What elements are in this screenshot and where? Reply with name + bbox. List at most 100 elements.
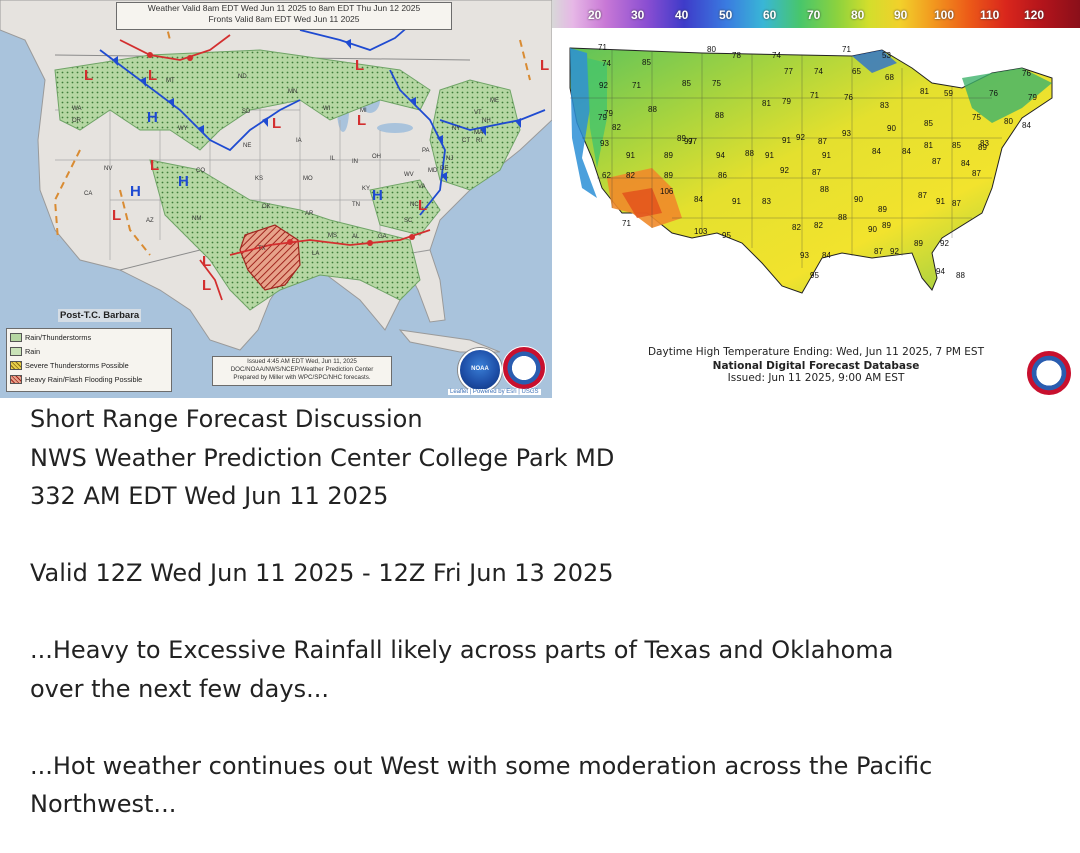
scale-tick: 100: [934, 8, 955, 22]
scale-tick: 120: [1024, 8, 1045, 22]
cold-front-2: [389, 69, 446, 216]
discussion-title: Short Range Forecast Discussion: [30, 405, 423, 433]
map-attribution[interactable]: Leaflet | Powered by Esri | USGS: [448, 389, 541, 395]
scale-tick: 50: [719, 8, 733, 22]
temperature-label: 85: [682, 79, 691, 88]
scale-tick: 90: [894, 8, 908, 22]
temperature-label: 91: [822, 151, 831, 160]
temperature-label: 94: [936, 267, 945, 276]
temperature-label: 68: [885, 73, 894, 82]
temperature-label: 76: [844, 93, 853, 102]
temperature-label: 92: [780, 166, 789, 175]
svg-text:L: L: [148, 67, 157, 84]
svg-text:DE: DE: [440, 166, 448, 172]
svg-text:L: L: [202, 253, 211, 270]
svg-text:NY: NY: [452, 126, 460, 132]
temperature-label: 106: [660, 187, 674, 196]
svg-text:L: L: [112, 207, 121, 224]
temperature-label: 91: [936, 197, 945, 206]
discussion-valid: Valid 12Z Wed Jun 11 2025 - 12Z Fri Jun …: [30, 559, 614, 587]
temperature-label: 91: [765, 151, 774, 160]
temperature-label: 84: [902, 147, 911, 156]
temperature-label: 81: [762, 99, 771, 108]
svg-text:NV: NV: [104, 166, 112, 172]
svg-text:WA: WA: [72, 106, 81, 112]
svg-text:CT: CT: [462, 138, 470, 144]
ndfd-caption: Daytime High Temperature Ending: Wed, Ju…: [552, 346, 1080, 384]
temperature-label: 76: [989, 89, 998, 98]
temperature-label: 59: [944, 89, 953, 98]
scale-tick: 40: [675, 8, 689, 22]
discussion-time: 332 AM EDT Wed Jun 11 2025: [30, 482, 389, 510]
svg-text:L: L: [540, 57, 549, 74]
temperature-label: 92: [796, 133, 805, 142]
temperature-label: 88: [956, 271, 965, 280]
temperature-label: 83: [880, 101, 889, 110]
legend-swatch-rain-thunder: [10, 332, 22, 342]
temperature-label: 74: [772, 51, 781, 60]
svg-text:ME: ME: [490, 98, 499, 104]
temperature-label: 90: [868, 225, 877, 234]
svg-text:SD: SD: [242, 109, 251, 115]
temperature-label: 71: [842, 45, 851, 54]
noaa-logo-icon: NOAA: [458, 348, 502, 392]
svg-text:AZ: AZ: [146, 218, 154, 224]
flash-flood-area: [239, 224, 301, 291]
discussion-office: NWS Weather Prediction Center College Pa…: [30, 443, 615, 472]
temperature-label: 81: [920, 87, 929, 96]
cold-front-1: [99, 49, 301, 152]
forecast-discussion: Short Range Forecast Discussion NWS Weat…: [30, 400, 1060, 824]
svg-text:VT: VT: [474, 110, 482, 116]
headline-heat-1: ...Hot weather continues out West with s…: [30, 751, 933, 780]
svg-text:WY: WY: [178, 126, 188, 132]
svg-text:MA: MA: [474, 130, 483, 136]
temperature-label: 91: [732, 197, 741, 206]
temperature-label: 103: [694, 227, 708, 236]
temperature-label: 87: [952, 199, 961, 208]
valid-time-line2: Fronts Valid 8am EDT Wed Jun 11 2025: [208, 14, 360, 24]
svg-text:NM: NM: [192, 216, 201, 222]
temperature-label: 87: [818, 137, 827, 146]
temperature-label: 88: [820, 185, 829, 194]
temperature-label: 82: [626, 171, 635, 180]
post-storm-label: Post-T.C. Barbara: [58, 309, 142, 322]
temperature-label: 82: [814, 221, 823, 230]
svg-text:OK: OK: [262, 204, 271, 210]
svg-text:RI: RI: [476, 138, 482, 144]
scale-tick: 30: [631, 8, 645, 22]
temperature-label: 80: [707, 45, 716, 54]
legend-item: Rain/Thunderstorms: [7, 331, 171, 343]
headline-rain-2: over the next few days...: [30, 674, 329, 703]
forecast-map-canvas: L L H L L L L H H H L L L L L WA OR CA N…: [0, 0, 552, 353]
legend-swatch-severe: [10, 360, 22, 370]
temperature-label: 84: [1022, 121, 1031, 130]
temperature-label: 87: [972, 169, 981, 178]
temperature-label: 87: [812, 168, 821, 177]
svg-text:L: L: [355, 57, 364, 74]
temperature-label: 89: [664, 171, 673, 180]
caption-issued: Issued: Jun 11 2025, 9:00 AM EST: [727, 372, 905, 384]
temperature-label: 80: [1004, 117, 1013, 126]
temperature-label: 84: [694, 195, 703, 204]
temperature-label: 89: [664, 151, 673, 160]
scale-tick: 20: [588, 8, 602, 22]
temperature-label: 74: [602, 59, 611, 68]
temperature-label: 84: [961, 159, 970, 168]
temperature-label: 97: [688, 137, 697, 146]
temperature-label: 78: [732, 51, 741, 60]
svg-text:WI: WI: [323, 106, 331, 112]
temperature-label: 74: [814, 67, 823, 76]
temperature-label: 83: [762, 197, 771, 206]
temperature-label: 85: [642, 58, 651, 67]
legend-item: Rain: [7, 345, 171, 357]
svg-text:NE: NE: [243, 143, 251, 149]
temperature-label: 84: [822, 251, 831, 260]
temperature-label: 75: [972, 113, 981, 122]
svg-text:L: L: [357, 112, 366, 129]
svg-text:IL: IL: [330, 156, 336, 162]
svg-text:L: L: [418, 197, 427, 214]
svg-text:IN: IN: [352, 159, 358, 165]
nws-logo-icon-2: [1026, 350, 1072, 396]
